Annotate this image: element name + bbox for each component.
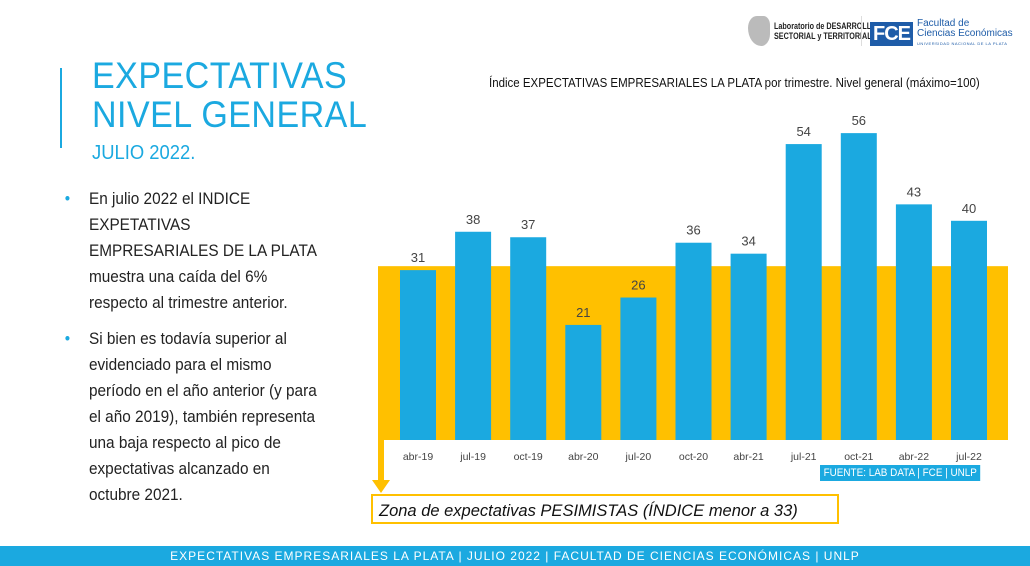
bullet-item: • Si bien es todavía superior al evidenci… xyxy=(64,330,317,504)
bullet-list: • En julio 2022 el INDICE EXPETATIVAS EMP… xyxy=(62,186,342,518)
bar-oct-19 xyxy=(510,237,547,440)
argentina-map-icon xyxy=(748,16,770,46)
data-label: 38 xyxy=(466,212,480,227)
x-tick-label: jul-19 xyxy=(459,451,486,463)
zone-arrow-head xyxy=(372,480,390,493)
source-label: FUENTE: LAB DATA | FCE | UNLP xyxy=(820,465,981,481)
bar-oct-21 xyxy=(840,133,877,440)
data-label: 43 xyxy=(907,184,921,199)
bar-jul-22 xyxy=(951,220,987,440)
accent-line xyxy=(60,68,62,148)
pessimistic-zone-label: Zona de expectativas PESIMISTAS (ÍNDICE … xyxy=(371,494,839,524)
bar-oct-20 xyxy=(675,242,712,440)
chart-title: Índice EXPECTATIVAS EMPRESARIALES LA PLA… xyxy=(489,76,980,90)
bar-jul-19 xyxy=(455,231,492,440)
page-title: EXPECTATIVAS NIVEL GENERAL xyxy=(92,55,368,135)
bullet-item: • En julio 2022 el INDICE EXPETATIVAS EMP… xyxy=(64,190,317,312)
data-label: 54 xyxy=(796,124,810,139)
x-tick-label: abr-20 xyxy=(568,451,599,463)
bar-abr-21 xyxy=(730,253,767,440)
data-label: 56 xyxy=(852,113,866,128)
bar-jul-21 xyxy=(785,144,822,440)
x-tick-label: oct-19 xyxy=(514,451,543,463)
x-tick-label: oct-20 xyxy=(679,451,708,463)
footer-text: EXPECTATIVAS EMPRESARIALES LA PLATA | JU… xyxy=(170,549,860,563)
x-tick-label: jul-21 xyxy=(790,451,817,463)
data-label: 26 xyxy=(631,278,645,293)
lab-logo: Laboratorio de DESARROLLO SECTORIAL y TER… xyxy=(748,16,903,46)
footer-bar: EXPECTATIVAS EMPRESARIALES LA PLATA | JU… xyxy=(0,546,1030,566)
fce-logo: FCE Facultad de Ciencias Económicas UNIVER… xyxy=(870,19,1013,49)
data-label: 40 xyxy=(962,201,976,216)
bar-abr-20 xyxy=(565,324,602,440)
zone-arrow-shaft xyxy=(378,440,384,488)
data-label: 31 xyxy=(411,250,425,265)
data-label: 34 xyxy=(741,234,755,249)
logo-divider xyxy=(861,16,862,46)
data-label: 37 xyxy=(521,217,535,232)
bar-abr-22 xyxy=(895,204,932,440)
x-tick-label: oct-21 xyxy=(844,451,873,463)
page-subtitle: JULIO 2022. xyxy=(92,142,196,164)
data-label: 21 xyxy=(576,305,590,320)
bar-jul-20 xyxy=(620,297,657,440)
x-tick-label: jul-22 xyxy=(955,451,982,463)
x-tick-label: abr-19 xyxy=(403,451,434,463)
x-tick-label: abr-21 xyxy=(733,451,764,463)
x-tick-label: jul-20 xyxy=(625,451,652,463)
x-tick-label: abr-22 xyxy=(899,451,930,463)
bar-abr-19 xyxy=(400,270,436,440)
data-label: 36 xyxy=(686,223,700,238)
